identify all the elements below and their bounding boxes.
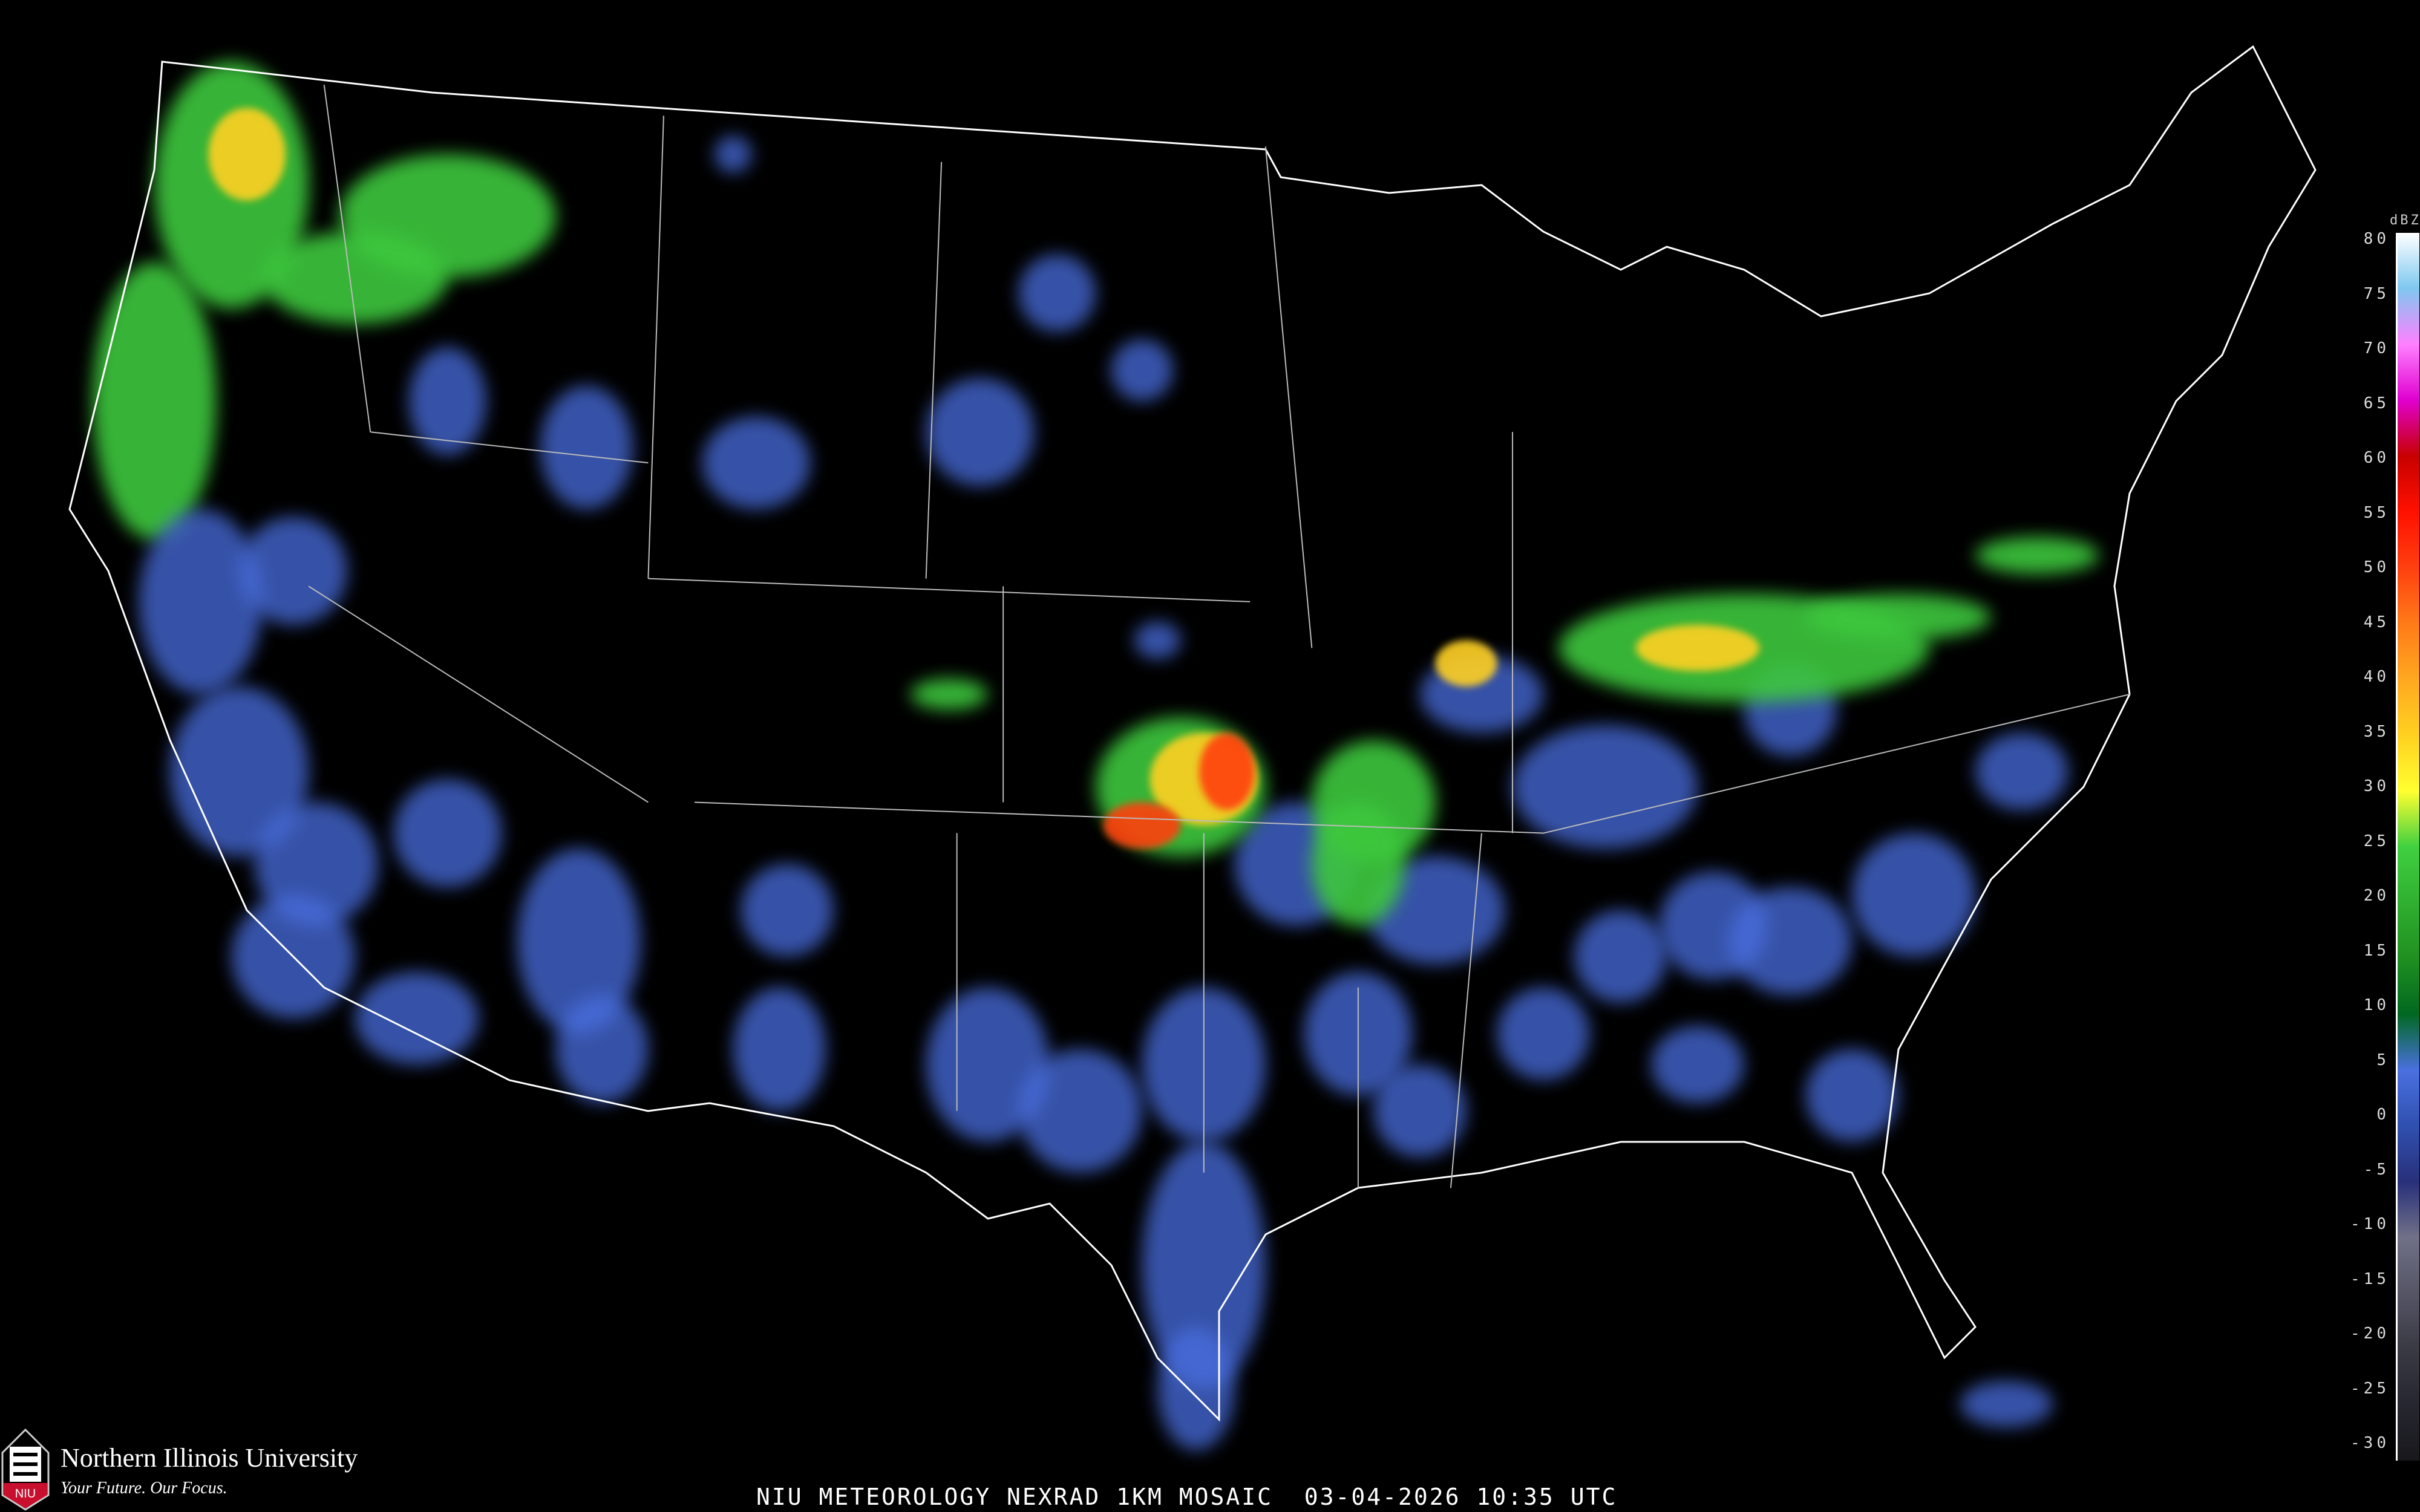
legend-tick-60: 60 xyxy=(2363,449,2390,467)
radar-echo-light xyxy=(169,686,309,856)
legend-unit: dBZ xyxy=(2390,213,2420,228)
svg-text:NIU: NIU xyxy=(15,1487,36,1501)
legend-tick--10: -10 xyxy=(2350,1215,2390,1233)
caption-time: 10:35 UTC xyxy=(1476,1484,1618,1510)
legend-tick-45: 45 xyxy=(2363,613,2390,631)
legend-tick-65: 65 xyxy=(2363,394,2390,412)
radar-echo-light xyxy=(1134,622,1181,659)
radar-echo-light xyxy=(1975,732,2068,810)
legend-tick-0: 0 xyxy=(2376,1106,2390,1124)
legend-tick--25: -25 xyxy=(2350,1379,2390,1398)
radar-echo-light xyxy=(1512,725,1698,849)
legend-tick-25: 25 xyxy=(2363,832,2390,850)
niu-logo-mark: NIU xyxy=(1,1429,50,1511)
legend-tick--20: -20 xyxy=(2350,1325,2390,1343)
radar-echo-moderate xyxy=(911,679,988,710)
radar-echo-light xyxy=(139,509,263,694)
radar-echo-light xyxy=(517,849,641,1034)
radar-echo-light xyxy=(1728,887,1853,996)
radar-echo-light xyxy=(1574,910,1667,1003)
legend-tick-75: 75 xyxy=(2363,284,2390,303)
state-line xyxy=(1450,833,1482,1188)
radar-echo-light xyxy=(409,347,486,455)
radar-echo-light xyxy=(239,516,347,625)
legend-tick--5: -5 xyxy=(2363,1160,2390,1179)
radar-echo-light xyxy=(1142,1141,1266,1389)
legend-tick-55: 55 xyxy=(2363,503,2390,522)
caption-date: 03-04-2026 xyxy=(1304,1484,1461,1510)
legend-tick--15: -15 xyxy=(2350,1269,2390,1288)
state-line xyxy=(1264,146,1313,648)
radar-echo-light xyxy=(1852,833,1976,957)
radar-echo-moderate xyxy=(1975,536,2099,574)
radar-echo-light xyxy=(1018,1049,1142,1173)
legend-tick-20: 20 xyxy=(2363,887,2390,905)
state-line xyxy=(925,161,943,579)
legend-tick-40: 40 xyxy=(2363,668,2390,686)
radar-echo-light xyxy=(393,779,502,887)
legend-tick--30: -30 xyxy=(2350,1434,2390,1452)
legend-tick-30: 30 xyxy=(2363,777,2390,795)
radar-echo-moderate xyxy=(1805,594,1991,640)
state-line xyxy=(647,116,664,579)
radar-echo-light xyxy=(540,385,633,509)
radar-echo-light xyxy=(702,416,811,509)
radar-echo-moderate xyxy=(93,262,217,540)
radar-echo-light xyxy=(1018,254,1096,332)
university-name: Northern Illinois University xyxy=(60,1443,358,1473)
reflectivity-color-scale xyxy=(2396,233,2419,1461)
radar-echo-light xyxy=(1157,1326,1235,1450)
radar-echo-intense xyxy=(1103,802,1181,849)
legend-tick-10: 10 xyxy=(2363,996,2390,1014)
state-line xyxy=(370,431,649,464)
radar-echo-heavy xyxy=(208,108,286,201)
radar-echo-light xyxy=(715,135,752,173)
legend-tick-70: 70 xyxy=(2363,339,2390,357)
legend-tick-5: 5 xyxy=(2376,1051,2390,1069)
radar-echo-light xyxy=(355,972,479,1065)
radar-echo-light xyxy=(254,802,378,926)
state-boundaries xyxy=(308,85,2130,1188)
radar-echo-light xyxy=(1373,1064,1467,1158)
legend-tick-50: 50 xyxy=(2363,558,2390,576)
radar-echo-intense xyxy=(1199,732,1255,810)
us-border-outline xyxy=(68,45,2317,1422)
university-tagline: Your Future. Our Focus. xyxy=(60,1479,227,1497)
radar-echo-light xyxy=(1805,1049,1898,1142)
radar-echo-light xyxy=(733,987,826,1111)
radar-echo-light xyxy=(1497,987,1590,1080)
radar-echo-light xyxy=(1960,1381,2053,1427)
radar-echo-moderate xyxy=(1312,802,1405,926)
radar-echo-moderate xyxy=(262,231,448,324)
legend-tick-80: 80 xyxy=(2363,230,2390,248)
radar-echo-light xyxy=(1651,1026,1744,1103)
radar-echo-heavy xyxy=(1435,640,1497,687)
state-line xyxy=(308,585,649,803)
legend-tick-15: 15 xyxy=(2363,941,2390,960)
radar-echo-heavy xyxy=(1636,625,1760,671)
radar-echo-light xyxy=(1111,339,1173,402)
caption-title: NIU METEOROLOGY NEXRAD 1KM MOSAIC xyxy=(756,1484,1273,1510)
state-line xyxy=(1543,693,2130,834)
radar-echo-light xyxy=(555,995,649,1103)
radar-echoes xyxy=(93,62,2099,1450)
radar-echo-light xyxy=(926,377,1035,486)
product-caption: NIU METEOROLOGY NEXRAD 1KM MOSAIC 03-04-… xyxy=(756,1484,1617,1510)
radar-echo-light xyxy=(741,864,834,957)
legend-tick-35: 35 xyxy=(2363,722,2390,741)
state-line xyxy=(323,85,371,432)
state-line xyxy=(694,801,1544,834)
state-line xyxy=(648,578,1251,602)
